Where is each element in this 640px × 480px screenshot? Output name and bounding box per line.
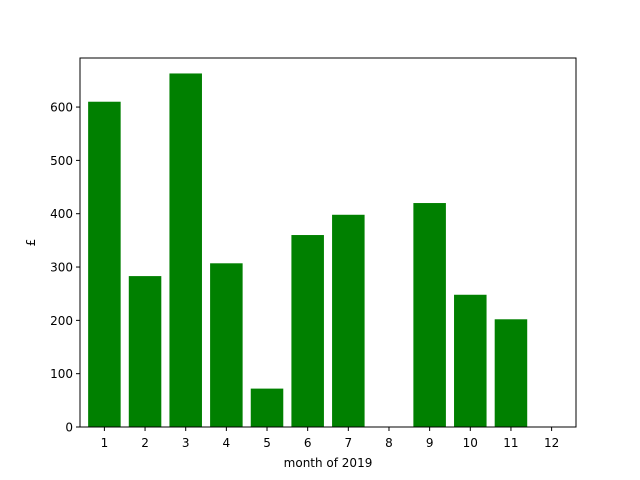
bar-month-11 bbox=[494, 319, 528, 427]
bar-month-1 bbox=[88, 101, 121, 427]
plot-frame bbox=[79, 57, 577, 428]
y-tick-label: 500 bbox=[50, 154, 73, 168]
x-tick-label: 4 bbox=[223, 436, 231, 450]
x-tick-label: 11 bbox=[503, 436, 518, 450]
bar-month-3 bbox=[169, 73, 202, 428]
x-tick-label: 6 bbox=[304, 436, 312, 450]
x-axis-label: month of 2019 bbox=[284, 456, 373, 470]
y-tick-label: 300 bbox=[50, 261, 73, 275]
y-tick-label: 200 bbox=[50, 314, 73, 328]
x-tick-label: 2 bbox=[141, 436, 149, 450]
y-tick-label: 400 bbox=[50, 207, 73, 221]
bar-month-6 bbox=[291, 235, 324, 427]
bar-month-5 bbox=[250, 388, 284, 427]
x-ticks-group: 1 2 3 4 5 6 7 8 9 10 11 12 bbox=[101, 427, 559, 450]
x-tick-label: 5 bbox=[263, 436, 271, 450]
bar-month-10 bbox=[454, 294, 487, 427]
x-tick-label: 7 bbox=[345, 436, 353, 450]
bar-month-2 bbox=[128, 276, 162, 427]
x-tick-label: 3 bbox=[182, 436, 190, 450]
y-tick-label: 100 bbox=[50, 367, 73, 381]
y-ticks-group: 0 100 200 300 400 500 600 bbox=[50, 101, 80, 435]
bar-month-4 bbox=[210, 263, 243, 427]
bar-month-7 bbox=[332, 214, 365, 427]
x-tick-label: 9 bbox=[426, 436, 434, 450]
y-axis-label: £ bbox=[24, 239, 38, 247]
y-tick-label: 600 bbox=[50, 101, 73, 115]
x-tick-label: 10 bbox=[463, 436, 478, 450]
y-tick-label: 0 bbox=[65, 421, 73, 435]
x-tick-label: 1 bbox=[101, 436, 109, 450]
bar-month-9 bbox=[413, 203, 446, 427]
bars-group bbox=[88, 73, 528, 428]
x-tick-label: 8 bbox=[385, 436, 393, 450]
x-tick-label: 12 bbox=[544, 436, 559, 450]
